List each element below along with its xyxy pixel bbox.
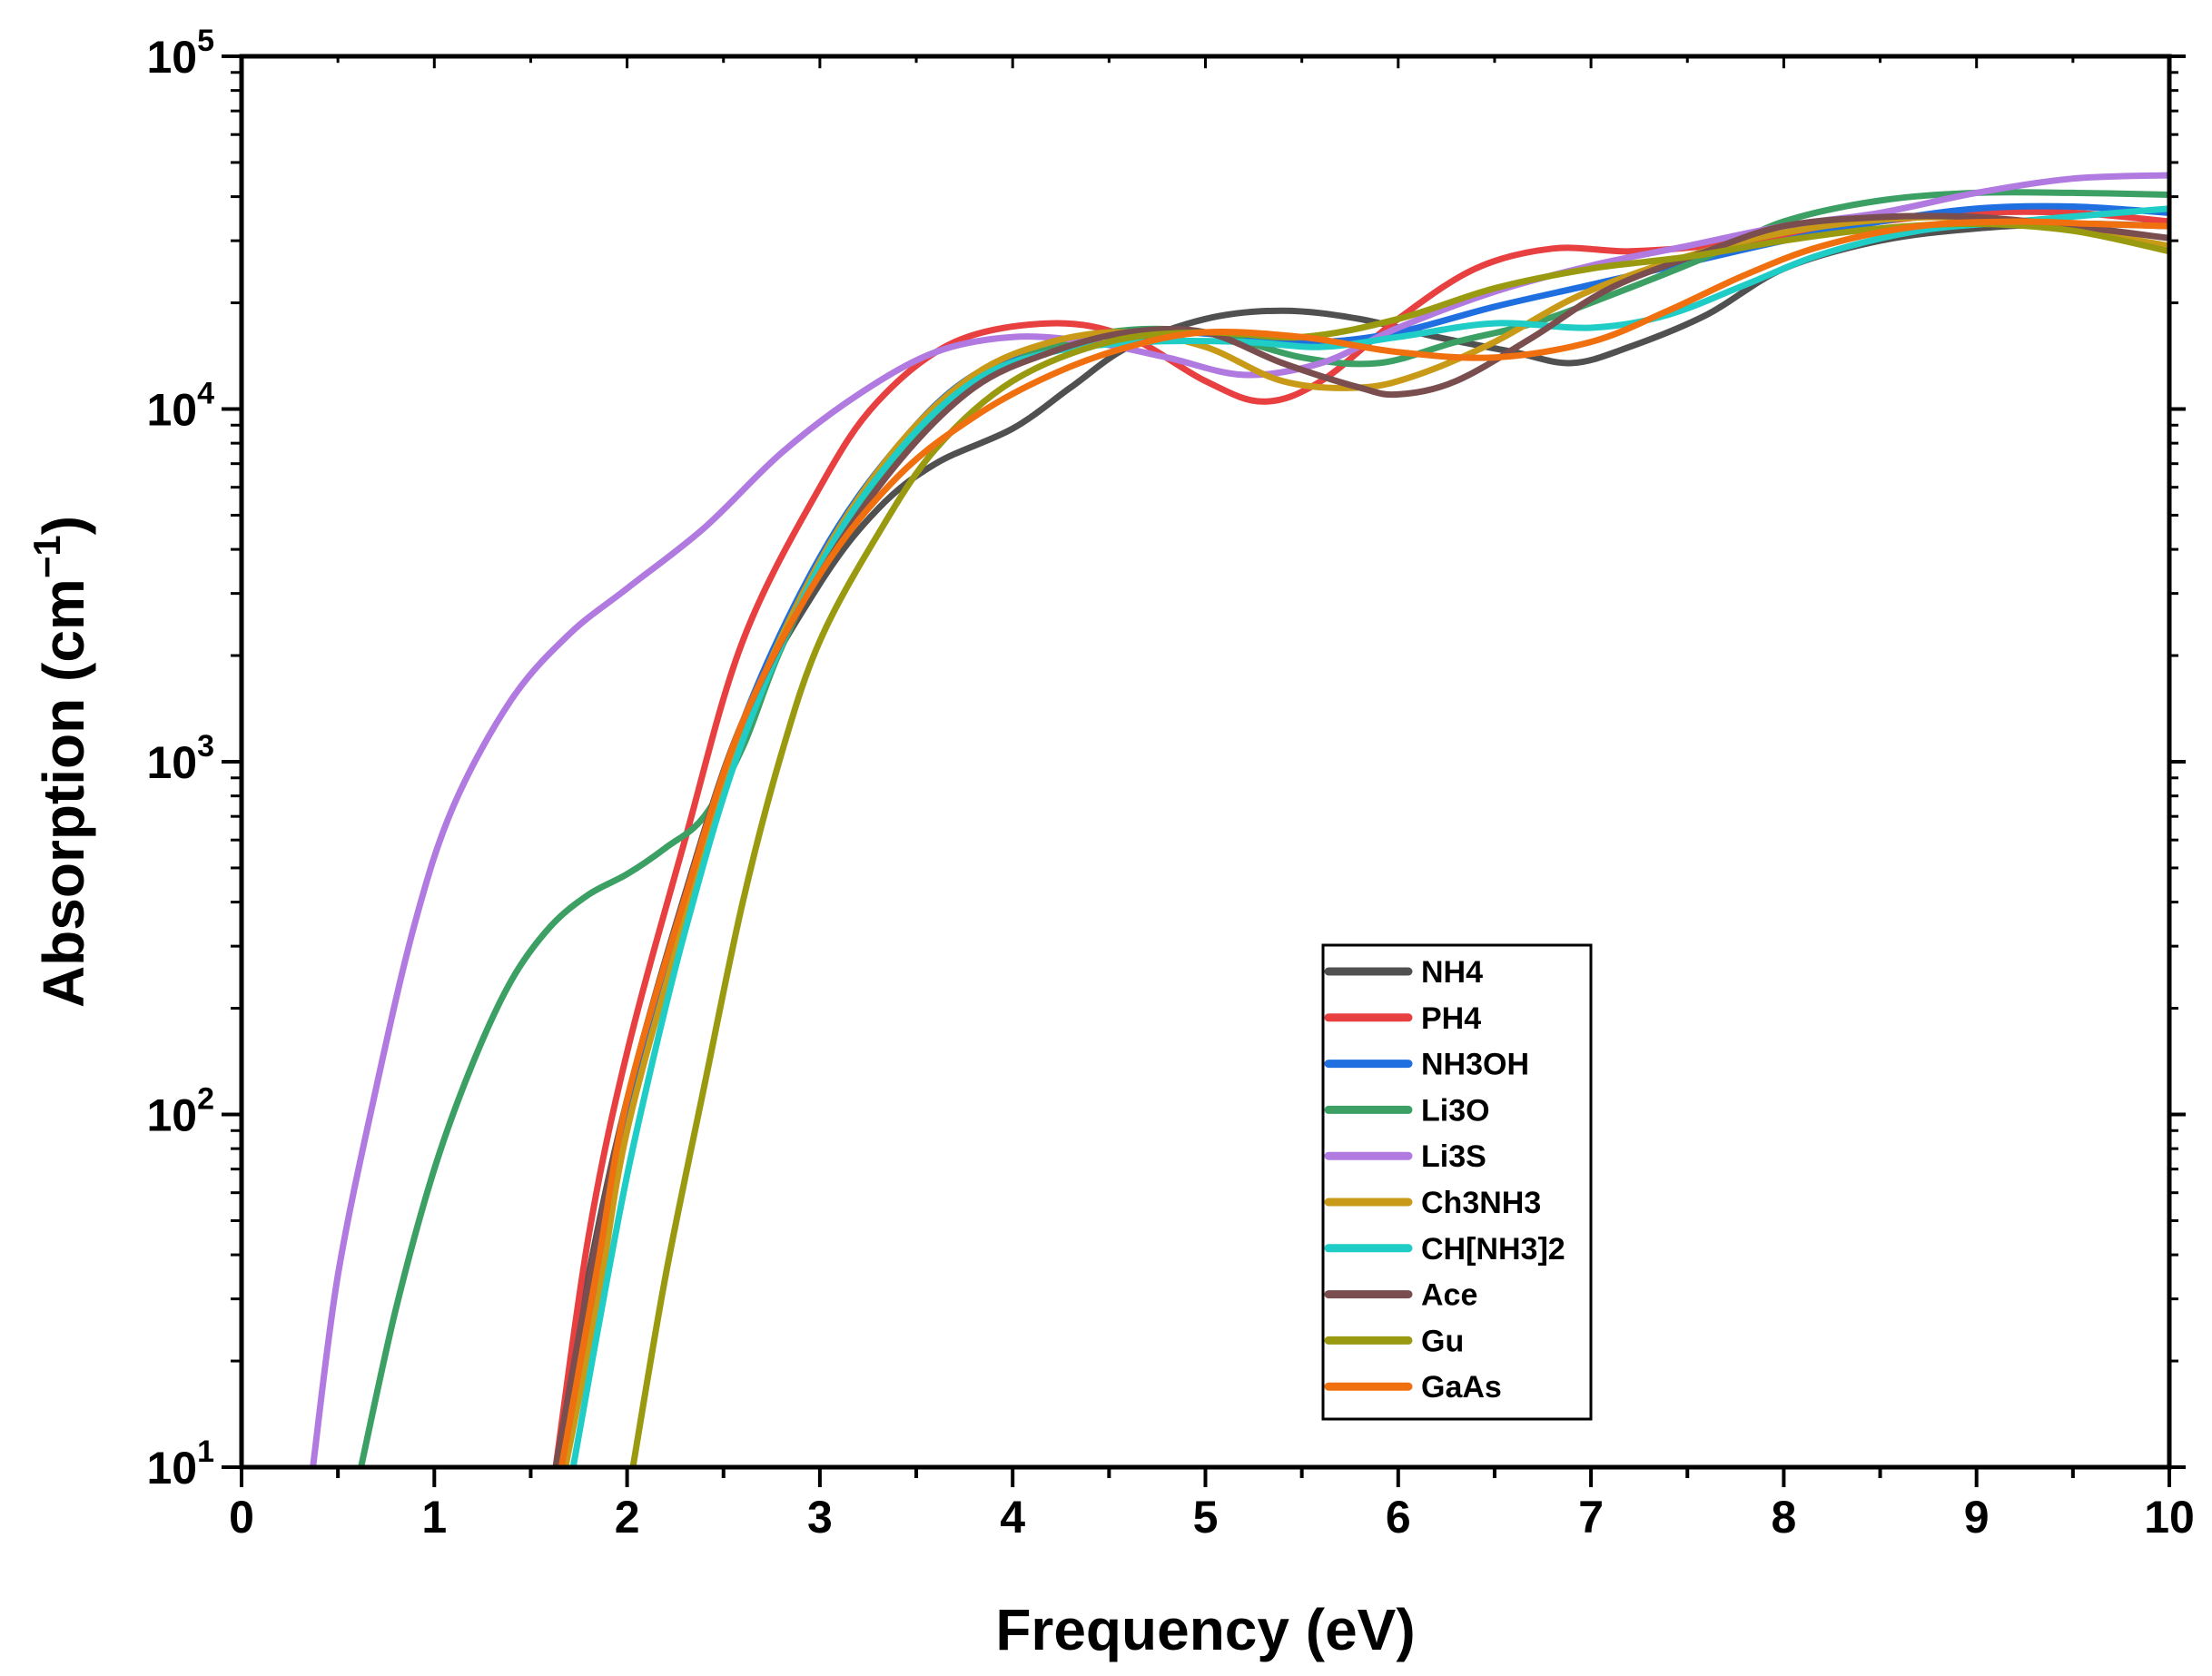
legend-label-ace: Ace [1421, 1278, 1477, 1313]
x-tick-label: 4 [1000, 1492, 1025, 1543]
y-tick-label: 102 [146, 1082, 214, 1141]
legend-label-ph4: PH4 [1421, 1001, 1481, 1036]
legend-label-gu: Gu [1421, 1324, 1464, 1358]
legend-label-nh4: NH4 [1421, 955, 1483, 990]
legend-label-nh3oh: NH3OH [1421, 1048, 1529, 1082]
series-line-gaas [558, 218, 2169, 1467]
series-line-ph4 [552, 208, 2169, 1467]
plot-area [310, 172, 2169, 1467]
series-line-li3o [358, 189, 2169, 1467]
legend-label-li3o: Li3O [1421, 1093, 1490, 1128]
x-tick-label: 10 [2144, 1492, 2195, 1543]
series-line-ch-nh3-2 [569, 205, 2169, 1467]
x-tick-label: 8 [1771, 1492, 1796, 1543]
x-tick-label: 5 [1193, 1492, 1219, 1543]
legend-label-ch-nh3-2: CH[NH3]2 [1421, 1232, 1565, 1267]
axes: 0 1 2 3 4 5 6 7 8 9 10 101 102 103 104 105 Frequency (eV… [25, 24, 2195, 1662]
y-axis-title: Absorption (cm−1) [25, 516, 96, 1008]
series-lines [310, 172, 2169, 1467]
x-tick-label: 6 [1386, 1492, 1411, 1543]
legend-label-gaas: GaAs [1421, 1370, 1502, 1405]
x-tick-label: 7 [1578, 1492, 1604, 1543]
legend-label-li3s: Li3S [1421, 1139, 1486, 1174]
x-tick-label: 9 [1964, 1492, 1990, 1543]
x-tick-label: 3 [807, 1492, 833, 1543]
y-tick-label: 105 [146, 24, 214, 83]
plot-frame [239, 54, 2172, 1470]
x-axis-title: Frequency (eV) [995, 1597, 1415, 1662]
y-tick-label: 103 [146, 729, 214, 788]
x-tick-label: 2 [615, 1492, 640, 1543]
legend-label-ch3nh3: Ch3NH3 [1421, 1186, 1541, 1220]
y-tick-label: 101 [146, 1434, 214, 1494]
series-line-gu [629, 220, 2169, 1467]
legend: NH4 PH4 NH3OH Li3O Li3S Ch3NH3 CH[NH3]2 Ace Gu Ga… [1321, 943, 1593, 1421]
y-tick-label: 104 [146, 377, 214, 436]
x-tick-label: 1 [421, 1492, 447, 1543]
x-tick-label: 0 [229, 1492, 254, 1543]
